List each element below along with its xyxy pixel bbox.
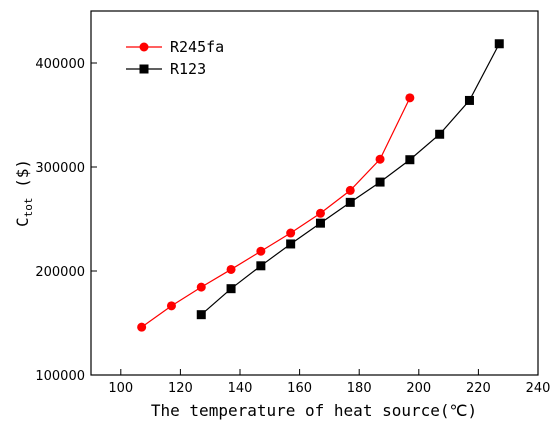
y-tick-label: 400000 <box>35 57 85 72</box>
y-axis-title: Ctot ($) <box>13 159 35 227</box>
data-point-r245fa <box>166 301 176 311</box>
y-axis-title-main: C <box>13 217 32 227</box>
data-point-r245fa <box>405 93 415 103</box>
data-point-r123 <box>315 218 325 228</box>
x-tick-label: 240 <box>526 381 550 396</box>
legend-marker-r123 <box>139 64 149 74</box>
y-tick-label: 300000 <box>35 161 85 176</box>
data-point-r123 <box>435 129 445 139</box>
data-point-r245fa <box>375 154 385 164</box>
x-tick-label: 220 <box>466 381 491 396</box>
data-point-r245fa <box>286 228 296 238</box>
x-tick-label: 140 <box>228 381 253 396</box>
data-point-r123 <box>226 284 236 294</box>
data-point-r123 <box>405 155 415 165</box>
x-tick-label: 120 <box>168 381 193 396</box>
data-point-r123 <box>375 177 385 187</box>
data-point-r245fa <box>196 282 206 292</box>
x-axis-title: The temperature of heat source(℃) <box>151 401 477 420</box>
y-tick-label: 100000 <box>35 369 85 384</box>
data-point-r123 <box>286 239 296 249</box>
plot-frame <box>90 10 539 376</box>
series-line-r245fa <box>141 97 411 328</box>
legend-label-r123: R123 <box>170 60 206 78</box>
data-point-r123 <box>464 95 474 105</box>
y-tick-label: 200000 <box>35 265 85 280</box>
axis-ticks: 100 120 140 160 180 200 220 240 100000 200000 3000… <box>35 57 550 396</box>
data-point-r245fa <box>256 246 266 256</box>
data-point-r123 <box>196 310 206 320</box>
data-point-r123 <box>345 197 355 207</box>
y-axis-title-unit: ($) <box>13 159 32 198</box>
y-axis-title-subscript: tot <box>22 198 35 218</box>
series-line-r123 <box>200 43 500 316</box>
legend: R245fa R123 <box>126 38 224 78</box>
x-tick-label: 160 <box>287 381 312 396</box>
series-group <box>137 39 504 332</box>
data-point-r245fa <box>315 208 325 218</box>
x-tick-label: 200 <box>406 381 431 396</box>
data-point-r245fa <box>137 322 147 332</box>
data-point-r123 <box>256 261 266 271</box>
data-point-r123 <box>494 39 504 49</box>
data-point-r245fa <box>345 185 355 195</box>
legend-marker-r245fa <box>139 42 149 52</box>
legend-label-r245fa: R245fa <box>170 38 224 56</box>
x-tick-label: 180 <box>347 381 372 396</box>
x-tick-label: 100 <box>108 381 133 396</box>
data-point-r245fa <box>226 264 236 274</box>
